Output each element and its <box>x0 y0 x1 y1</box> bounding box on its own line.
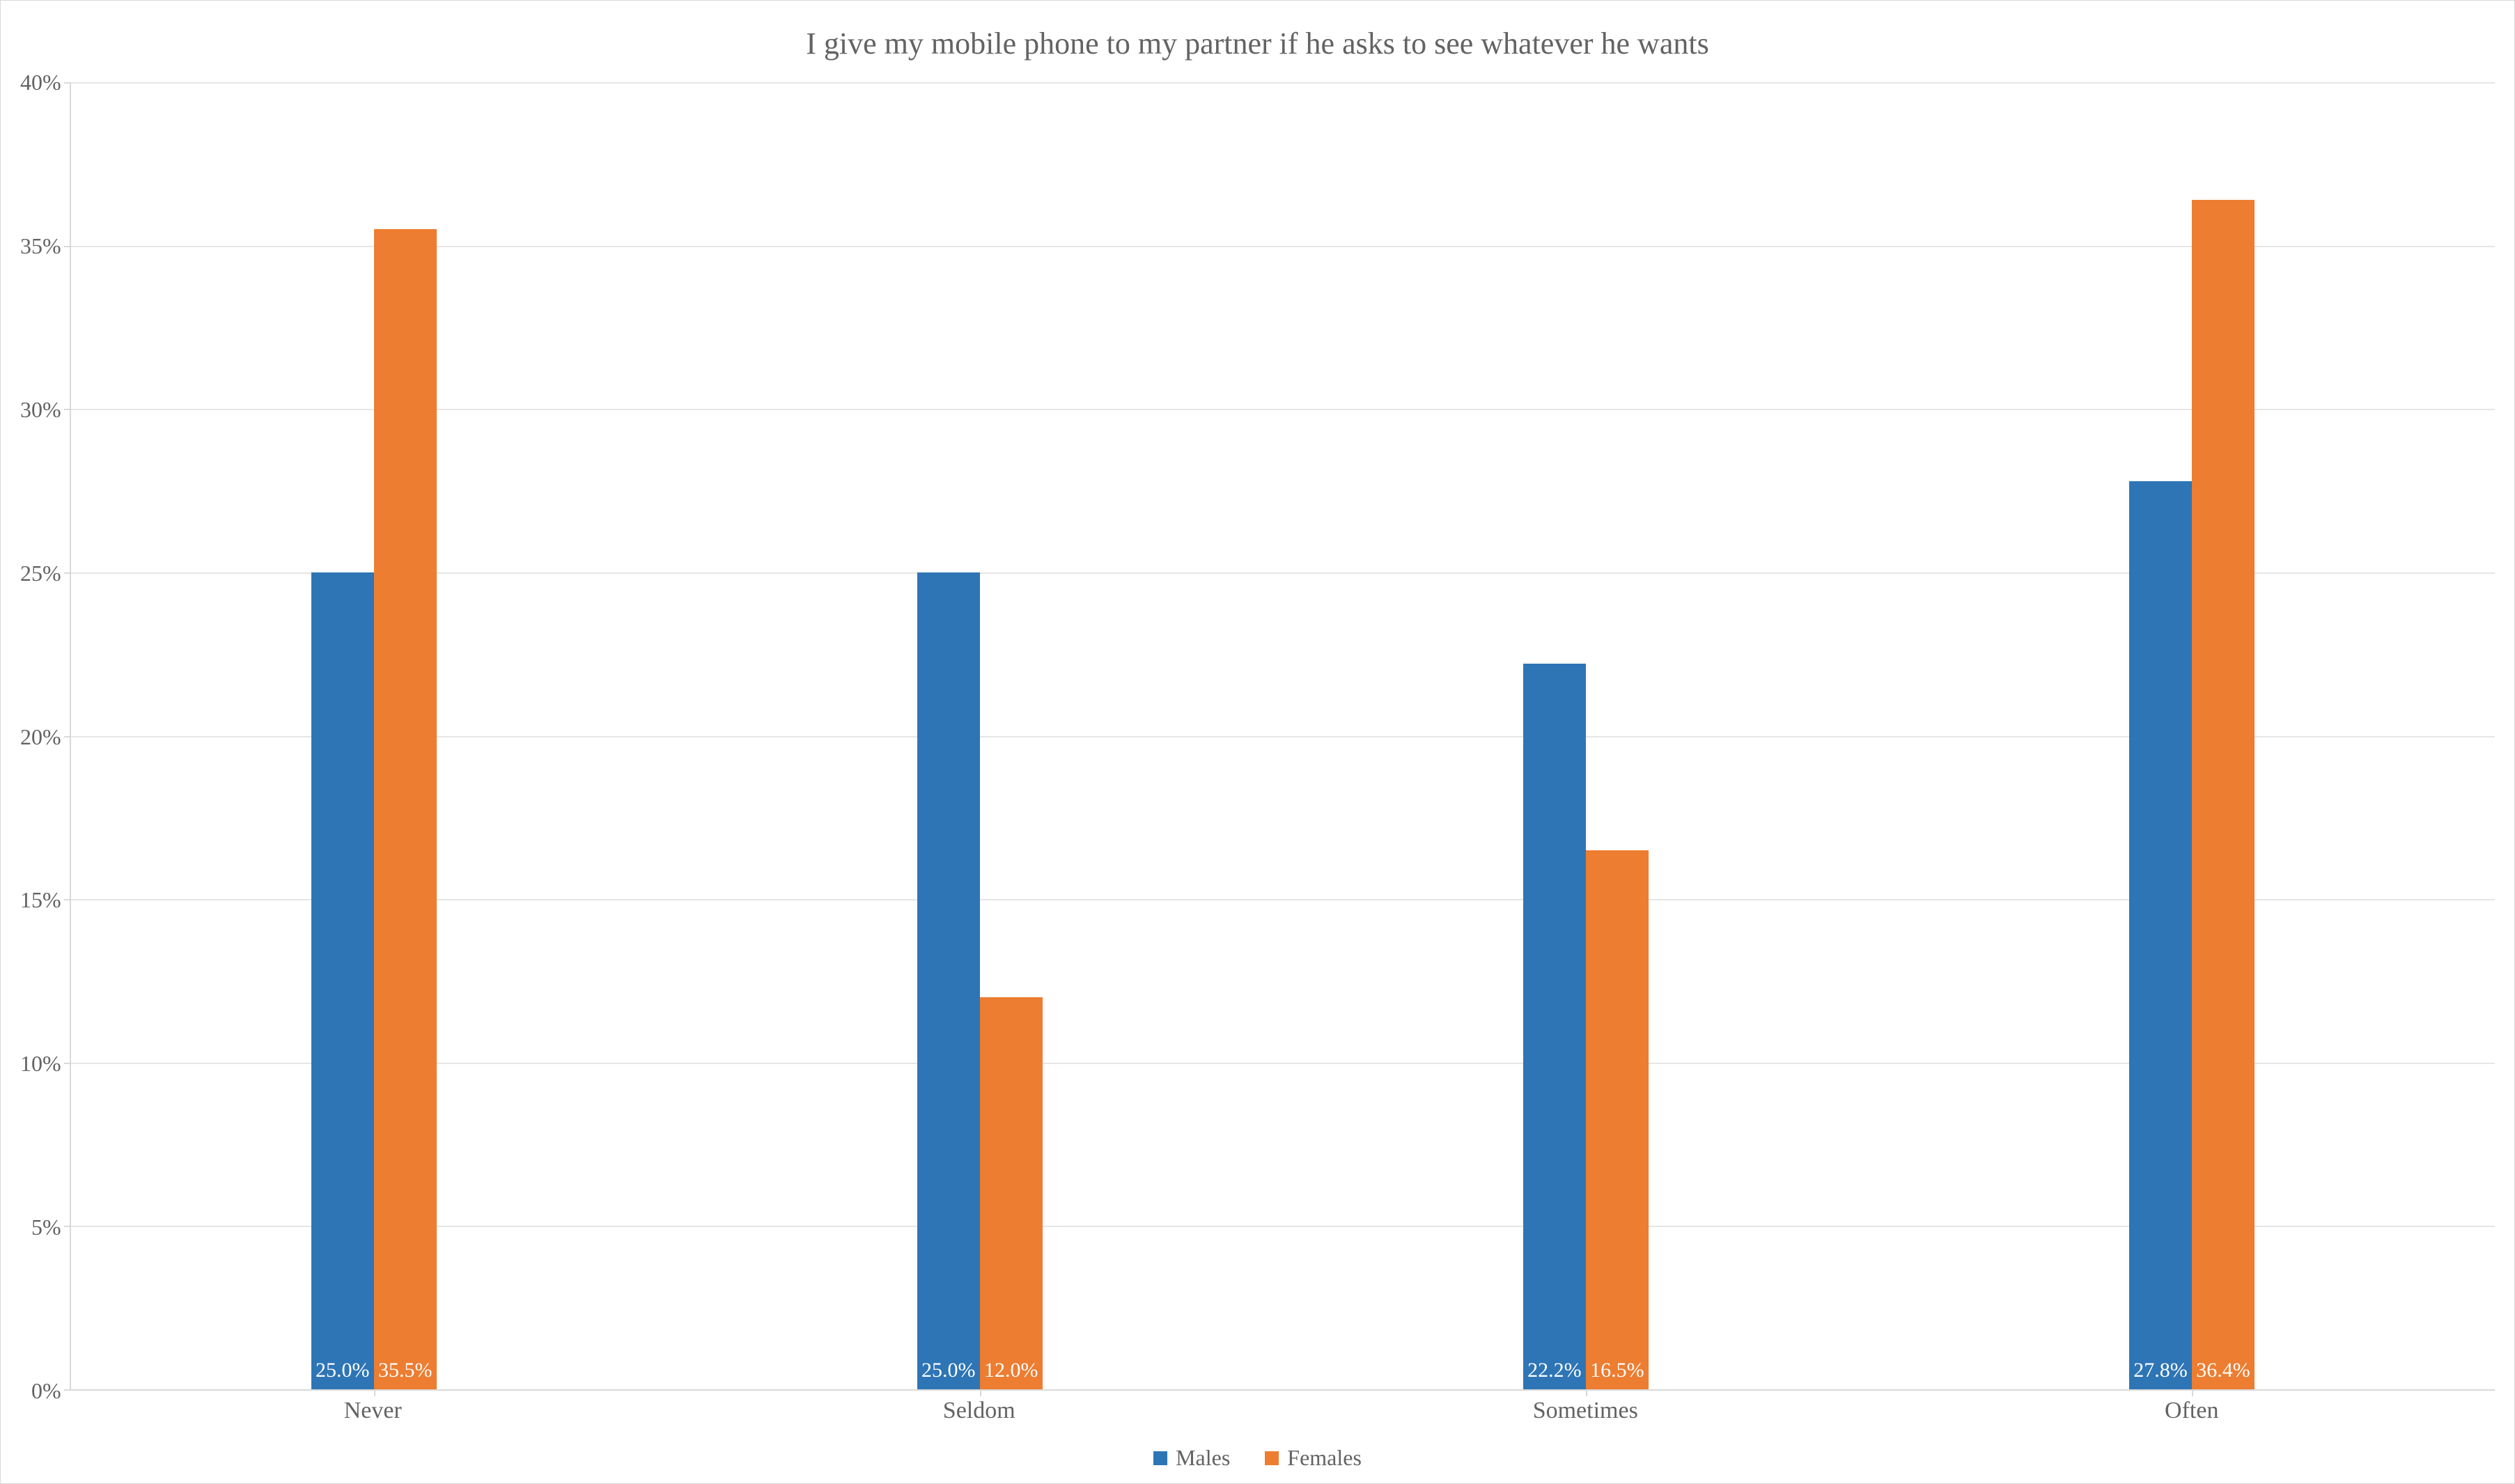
legend-item: Males <box>1153 1445 1230 1471</box>
y-tick-mark <box>64 246 71 247</box>
x-tick-mark <box>980 1389 981 1396</box>
bar-wrap: 35.5% <box>374 82 437 1389</box>
category-group: 25.0%12.0% <box>677 82 1283 1389</box>
x-tick-mark <box>2192 1389 2193 1396</box>
legend-label: Females <box>1287 1445 1362 1471</box>
plot-area: 25.0%35.5%25.0%12.0%22.2%16.5%27.8%36.4% <box>70 82 2495 1391</box>
x-tick-mark <box>1586 1389 1587 1396</box>
bar-value-label: 25.0% <box>311 1359 374 1382</box>
bar: 12.0% <box>980 997 1043 1389</box>
x-category-label: Sometimes <box>1282 1398 1889 1424</box>
bar-value-label: 35.5% <box>374 1359 437 1382</box>
bar-value-label: 27.8% <box>2129 1359 2192 1382</box>
bar: 27.8% <box>2129 481 2192 1390</box>
bar-wrap: 27.8% <box>2129 82 2192 1389</box>
bar-wrap: 16.5% <box>1586 82 1649 1389</box>
x-tick-mark <box>374 1389 375 1396</box>
category-group: 22.2%16.5% <box>1283 82 1889 1389</box>
chart-container: I give my mobile phone to my partner if … <box>0 0 2515 1484</box>
category-group: 25.0%35.5% <box>71 82 677 1389</box>
legend-swatch <box>1153 1451 1167 1465</box>
legend-swatch <box>1265 1451 1279 1465</box>
bar-value-label: 22.2% <box>1523 1359 1586 1382</box>
bar-value-label: 25.0% <box>917 1359 980 1382</box>
x-axis-row: NeverSeldomSometimesOften <box>20 1398 2495 1424</box>
legend-item: Females <box>1265 1445 1362 1471</box>
bar: 16.5% <box>1586 850 1649 1389</box>
plot-row: 40%35%30%25%20%15%10%5%0% 25.0%35.5%25.0… <box>20 82 2495 1391</box>
y-tick-mark <box>64 1063 71 1064</box>
y-tick-mark <box>64 572 71 574</box>
legend: Males Females <box>20 1445 2495 1471</box>
y-tick-mark <box>64 899 71 900</box>
y-tick-mark <box>64 736 71 737</box>
bar-value-label: 16.5% <box>1586 1359 1649 1382</box>
bar-wrap: 25.0% <box>917 82 980 1389</box>
bar: 36.4% <box>2192 200 2255 1389</box>
bar-wrap: 12.0% <box>980 82 1043 1389</box>
bar-wrap: 22.2% <box>1523 82 1586 1389</box>
x-category-label: Often <box>1889 1398 2495 1424</box>
x-axis-labels: NeverSeldomSometimesOften <box>70 1398 2495 1424</box>
x-category-label: Seldom <box>676 1398 1283 1424</box>
bar-wrap: 36.4% <box>2192 82 2255 1389</box>
bar: 25.0% <box>311 572 374 1389</box>
y-tick-mark <box>64 1389 71 1391</box>
x-category-label: Never <box>70 1398 676 1424</box>
bar: 25.0% <box>917 572 980 1389</box>
legend-label: Males <box>1176 1445 1230 1471</box>
bars-layer: 25.0%35.5%25.0%12.0%22.2%16.5%27.8%36.4% <box>71 82 2495 1389</box>
bar-value-label: 36.4% <box>2192 1359 2255 1382</box>
bar-value-label: 12.0% <box>980 1359 1043 1382</box>
y-tick-mark <box>64 1226 71 1227</box>
y-tick-mark <box>64 409 71 410</box>
category-group: 27.8%36.4% <box>1889 82 2495 1389</box>
y-tick-mark <box>64 82 71 84</box>
chart-title: I give my mobile phone to my partner if … <box>806 24 1708 63</box>
bar-wrap: 25.0% <box>311 82 374 1389</box>
bar: 22.2% <box>1523 664 1586 1389</box>
y-axis: 40%35%30%25%20%15%10%5%0% <box>20 82 70 1391</box>
bar: 35.5% <box>374 229 437 1389</box>
